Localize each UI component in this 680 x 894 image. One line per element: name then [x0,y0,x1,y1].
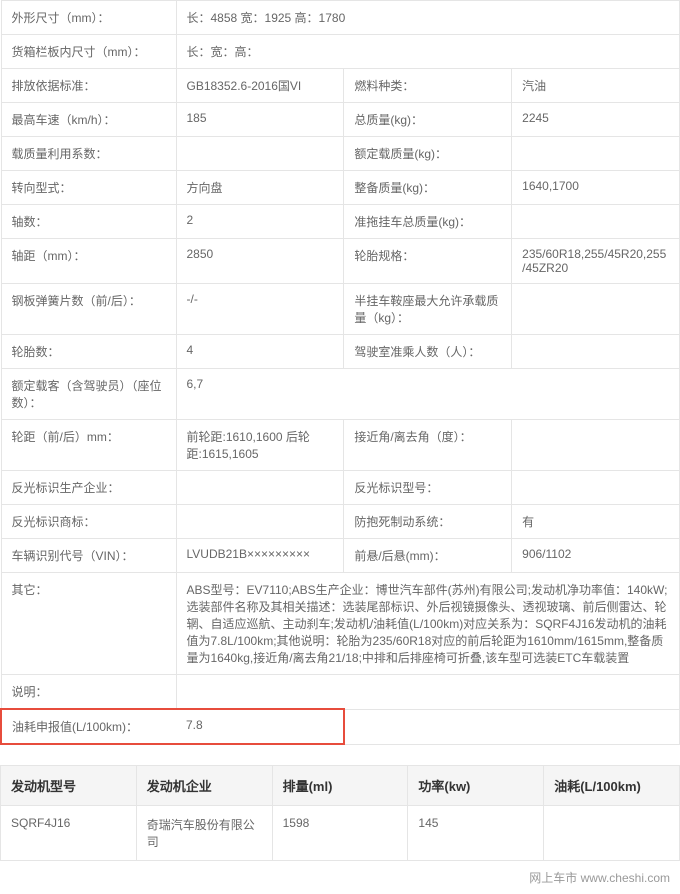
engine-table: 发动机型号 发动机企业 排量(ml) 功率(kw) 油耗(L/100km) SQ… [0,765,680,861]
tires-label: 轮胎数： [1,335,176,369]
note-label: 说明： [1,675,176,710]
trailer-value [512,205,680,239]
engine-h2: 发动机企业 [136,766,272,806]
engine-h5: 油耗(L/100km) [544,766,680,806]
speed-value: 185 [176,103,344,137]
dim-label: 外形尺寸（mm）： [1,1,176,35]
load-value [176,137,344,171]
vin-label: 车辆识别代号（VIN）： [1,539,176,573]
overhang-value: 906/1102 [512,539,680,573]
axle-label: 轴数： [1,205,176,239]
tires-value: 4 [176,335,344,369]
steer-value: 方向盘 [176,171,344,205]
axle-value: 2 [176,205,344,239]
cargo-value: 长：宽：高： [176,35,680,69]
abs-label: 防抱死制动系统： [344,505,512,539]
mass-value: 2245 [512,103,680,137]
engine-v5 [544,806,680,861]
refl-label: 反光标识生产企业： [1,471,176,505]
rated-value [512,137,680,171]
fuel-label: 燃料种类： [344,69,512,103]
refl3-value [176,505,344,539]
engine-h1: 发动机型号 [1,766,137,806]
load-label: 载质量利用系数： [1,137,176,171]
abs-value: 有 [512,505,680,539]
steer-label: 转向型式： [1,171,176,205]
curb-value: 1640,1700 [512,171,680,205]
semi-label: 半挂车鞍座最大允许承载质量（kg）： [344,284,512,335]
cab-label: 驾驶室准乘人数（人）： [344,335,512,369]
curb-label: 整备质量(kg)： [344,171,512,205]
tire-label: 轮胎规格： [344,239,512,284]
semi-value [512,284,680,335]
vin-value: LVUDB21B××××××××× [176,539,344,573]
other-value: ABS型号：EV7110;ABS生产企业：博世汽车部件(苏州)有限公司;发动机净… [176,573,680,675]
speed-label: 最高车速（km/h）： [1,103,176,137]
rated-label: 额定载质量(kg)： [344,137,512,171]
tire-value: 235/60R18,255/45R20,255/45ZR20 [512,239,680,284]
trailer-label: 准拖挂车总质量(kg)： [344,205,512,239]
specs-table: 外形尺寸（mm）：长：4858 宽：1925 高：1780 货箱栏板内尺寸（mm… [0,0,680,745]
fc-value: 7.8 [176,709,344,744]
engine-v2: 奇瑞汽车股份有限公司 [136,806,272,861]
engine-v3: 1598 [272,806,408,861]
wheelbase-label: 轴距（mm）： [1,239,176,284]
engine-v4: 145 [408,806,544,861]
angle-label: 接近角/离去角（度）： [344,420,512,471]
dim-value: 长：4858 宽：1925 高：1780 [176,1,680,35]
wheelbase-value: 2850 [176,239,344,284]
cab-value [512,335,680,369]
refl-value [176,471,344,505]
footer-text: 网上车市 www.cheshi.com [0,861,680,894]
fuel-value: 汽油 [512,69,680,103]
track-label: 轮距（前/后）mm： [1,420,176,471]
fc-empty [344,709,680,744]
overhang-label: 前悬/后悬(mm)： [344,539,512,573]
other-label: 其它： [1,573,176,675]
emission-value: GB18352.6-2016国VI [176,69,344,103]
spring-label: 钢板弹簧片数（前/后）： [1,284,176,335]
seats-label: 额定载客（含驾驶员）（座位数）： [1,369,176,420]
mass-label: 总质量(kg)： [344,103,512,137]
track-value: 前轮距:1610,1600 后轮距:1615,1605 [176,420,344,471]
refl2-value [512,471,680,505]
refl2-label: 反光标识型号： [344,471,512,505]
spring-value: -/- [176,284,344,335]
emission-label: 排放依据标准： [1,69,176,103]
note-value [176,675,680,710]
engine-v1: SQRF4J16 [1,806,137,861]
fc-label: 油耗申报值(L/100km)： [1,709,176,744]
engine-h3: 排量(ml) [272,766,408,806]
refl3-label: 反光标识商标： [1,505,176,539]
seats-value: 6,7 [176,369,680,420]
angle-value [512,420,680,471]
engine-h4: 功率(kw) [408,766,544,806]
cargo-label: 货箱栏板内尺寸（mm）： [1,35,176,69]
